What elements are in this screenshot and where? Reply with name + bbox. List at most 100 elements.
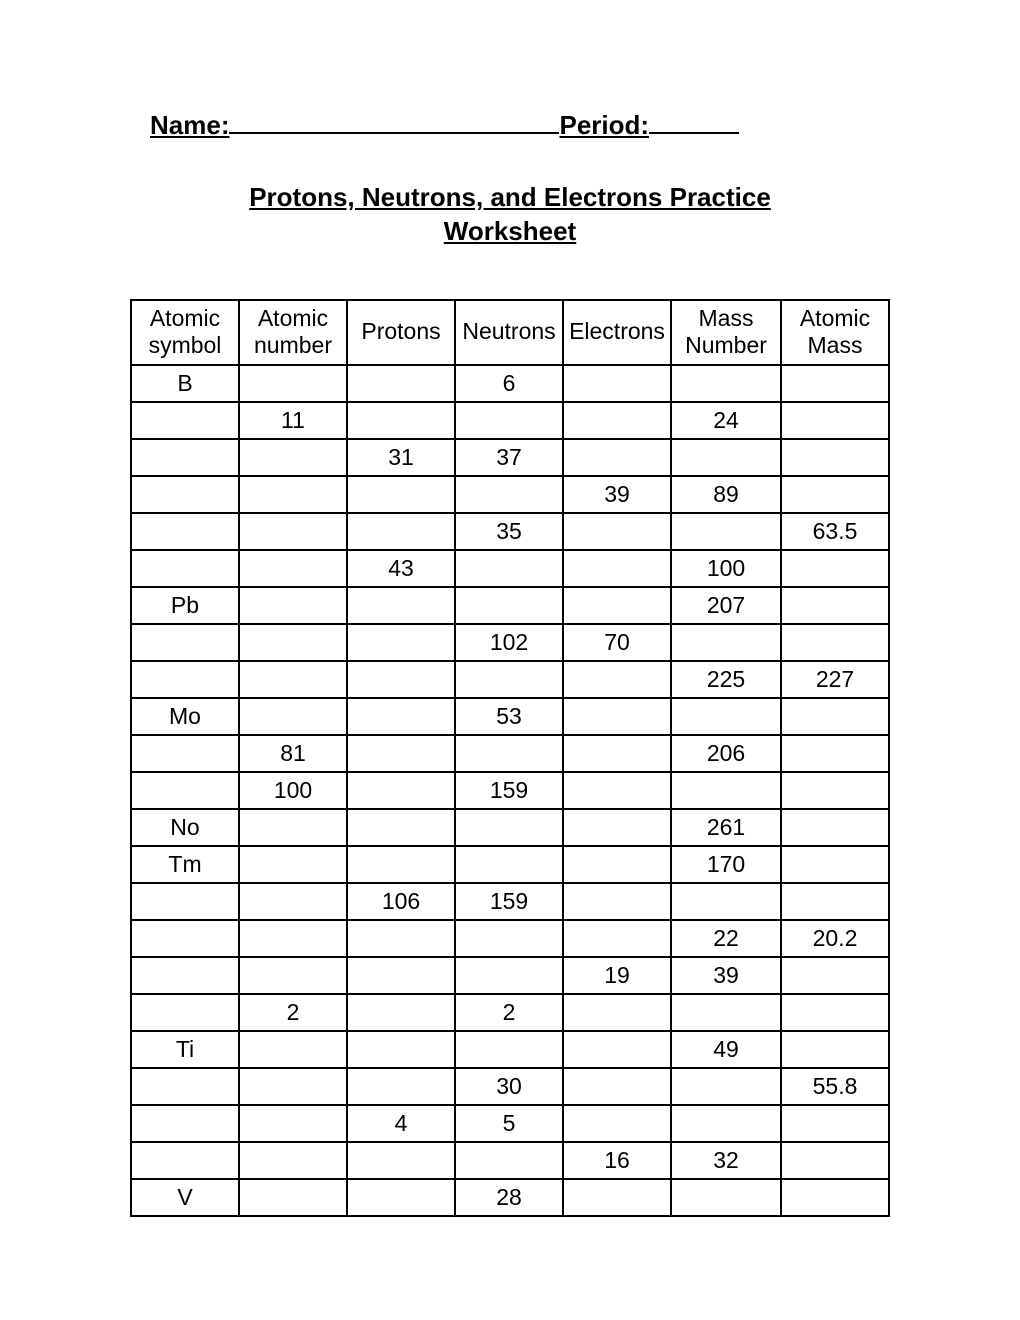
table-row: 22 <box>131 994 889 1031</box>
table-cell: 22 <box>671 920 781 957</box>
table-row: 1632 <box>131 1142 889 1179</box>
table-cell <box>781 1179 889 1216</box>
table-row: 3563.5 <box>131 513 889 550</box>
table-cell <box>563 1179 671 1216</box>
table-cell: No <box>131 809 239 846</box>
table-row: V28 <box>131 1179 889 1216</box>
table-cell <box>455 920 563 957</box>
name-blank[interactable] <box>229 114 559 134</box>
table-cell <box>239 846 347 883</box>
table-cell <box>781 772 889 809</box>
table-cell <box>347 587 455 624</box>
table-cell: 53 <box>455 698 563 735</box>
table-cell: 106 <box>347 883 455 920</box>
table-cell <box>239 661 347 698</box>
table-cell <box>239 439 347 476</box>
table-row: B6 <box>131 365 889 402</box>
table-cell <box>347 772 455 809</box>
table-cell <box>131 1105 239 1142</box>
table-cell <box>239 550 347 587</box>
table-cell <box>131 772 239 809</box>
table-cell <box>671 1179 781 1216</box>
table-cell: 20.2 <box>781 920 889 957</box>
table-cell <box>563 698 671 735</box>
table-cell <box>347 809 455 846</box>
table-cell: 32 <box>671 1142 781 1179</box>
table-cell <box>563 402 671 439</box>
table-cell: 19 <box>563 957 671 994</box>
table-cell: 261 <box>671 809 781 846</box>
table-cell <box>781 587 889 624</box>
table-cell <box>781 1105 889 1142</box>
table-cell: 49 <box>671 1031 781 1068</box>
table-row: 225227 <box>131 661 889 698</box>
table-cell <box>671 513 781 550</box>
table-cell <box>455 661 563 698</box>
table-cell <box>671 365 781 402</box>
table-cell <box>455 735 563 772</box>
table-cell <box>239 1179 347 1216</box>
table-cell: 70 <box>563 624 671 661</box>
table-cell <box>781 1142 889 1179</box>
table-cell <box>131 994 239 1031</box>
table-cell: 100 <box>239 772 347 809</box>
table-cell <box>239 624 347 661</box>
table-row: 81206 <box>131 735 889 772</box>
table-row: 100159 <box>131 772 889 809</box>
table-cell <box>671 1105 781 1142</box>
table-cell <box>239 1142 347 1179</box>
table-cell <box>781 883 889 920</box>
period-blank[interactable] <box>649 114 739 134</box>
table-cell <box>131 624 239 661</box>
table-cell <box>781 476 889 513</box>
table-row: 3989 <box>131 476 889 513</box>
table-cell <box>455 1031 563 1068</box>
table-row: 106159 <box>131 883 889 920</box>
table-cell <box>455 1142 563 1179</box>
table-cell <box>563 1105 671 1142</box>
table-row: 45 <box>131 1105 889 1142</box>
table-cell <box>671 439 781 476</box>
table-cell <box>455 809 563 846</box>
table-cell <box>239 957 347 994</box>
table-row: 10270 <box>131 624 889 661</box>
table-cell <box>347 1031 455 1068</box>
table-cell <box>347 846 455 883</box>
table-cell <box>563 550 671 587</box>
worksheet-title: Protons, Neutrons, and Electrons Practic… <box>210 181 810 249</box>
table-cell: 227 <box>781 661 889 698</box>
table-cell <box>347 365 455 402</box>
table-cell <box>455 846 563 883</box>
table-row: 1939 <box>131 957 889 994</box>
col-electrons: Electrons <box>563 300 671 365</box>
table-cell <box>781 809 889 846</box>
table-cell: 28 <box>455 1179 563 1216</box>
table-cell <box>455 587 563 624</box>
table-cell <box>781 439 889 476</box>
table-cell <box>131 883 239 920</box>
table-cell: 37 <box>455 439 563 476</box>
col-atomic-mass: Atomic Mass <box>781 300 889 365</box>
table-cell <box>781 1031 889 1068</box>
table-cell <box>347 1179 455 1216</box>
table-cell <box>563 661 671 698</box>
table-cell <box>239 365 347 402</box>
table-cell <box>131 661 239 698</box>
table-row: 3137 <box>131 439 889 476</box>
table-cell <box>239 1068 347 1105</box>
table-cell: 4 <box>347 1105 455 1142</box>
table-cell <box>671 883 781 920</box>
table-cell <box>347 994 455 1031</box>
table-cell <box>347 513 455 550</box>
table-cell <box>347 957 455 994</box>
table-cell: 170 <box>671 846 781 883</box>
table-row: Mo53 <box>131 698 889 735</box>
table-cell <box>563 883 671 920</box>
table-row: 2220.2 <box>131 920 889 957</box>
table-cell <box>455 550 563 587</box>
col-protons: Protons <box>347 300 455 365</box>
table-cell <box>455 476 563 513</box>
table-cell: Pb <box>131 587 239 624</box>
table-cell <box>671 698 781 735</box>
table-cell <box>781 735 889 772</box>
